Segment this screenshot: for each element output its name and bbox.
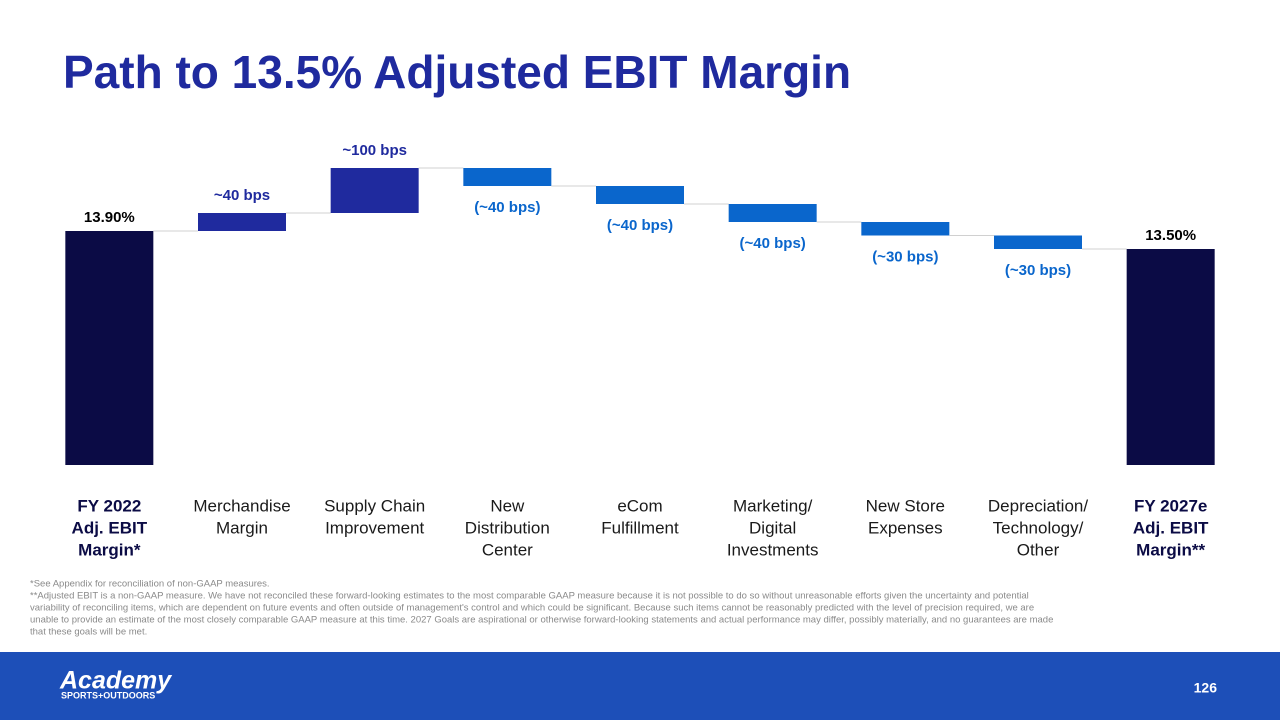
value-label: (~30 bps) (872, 248, 938, 265)
bar (463, 168, 552, 186)
bar (596, 186, 684, 204)
x-tick-label: Depreciation/ (988, 496, 1088, 515)
x-tick-label: Supply Chain (324, 496, 425, 515)
bar (1126, 249, 1215, 465)
x-tick-label: eCom (617, 496, 662, 515)
x-tick-label: Adj. EBIT (72, 518, 148, 537)
footnote: unable to provide an estimate of the mos… (30, 615, 1053, 626)
x-tick-label: Margin* (78, 540, 141, 559)
x-tick-label: Fulfillment (601, 518, 679, 537)
x-tick-label: Other (1017, 540, 1060, 559)
value-label: (~40 bps) (474, 199, 540, 216)
bar (994, 235, 1082, 249)
footnote: **Adjusted EBIT is a non-GAAP measure. W… (30, 591, 1029, 602)
value-label: (~40 bps) (740, 235, 806, 252)
x-tick-label: New Store (866, 496, 945, 515)
x-tick-label: Investments (727, 540, 819, 559)
x-tick-label: Improvement (325, 518, 424, 537)
x-tick-label: Technology/ (993, 518, 1084, 537)
x-tick-label: Expenses (868, 518, 943, 537)
x-tick-label: New (490, 496, 525, 515)
footer-band (0, 652, 1280, 720)
page-number: 126 (1194, 680, 1218, 696)
value-label: (~40 bps) (607, 217, 673, 234)
x-tick-label: Margin (216, 518, 268, 537)
x-tick-label: Margin** (1136, 540, 1205, 559)
brand-tagline: SPORTS+OUTDOORS (61, 690, 155, 700)
chart-title: Path to 13.5% Adjusted EBIT Margin (63, 46, 851, 98)
value-label: ~40 bps (214, 187, 270, 204)
bar (861, 222, 950, 236)
x-tick-label: Merchandise (193, 496, 290, 515)
value-label: 13.90% (84, 209, 135, 226)
value-label: 13.50% (1145, 227, 1196, 244)
bar (65, 231, 154, 465)
footnote: variability of reconciling items, which … (30, 603, 1034, 614)
x-tick-label: Adj. EBIT (1133, 518, 1209, 537)
value-label: ~100 bps (342, 142, 407, 159)
brand-logo: Academy (59, 667, 172, 695)
x-tick-label: Marketing/ (733, 496, 813, 515)
footnote: that these goals will be met. (30, 627, 147, 638)
x-tick-label: FY 2022 (77, 496, 141, 515)
bar (198, 213, 286, 231)
x-tick-label: Digital (749, 518, 796, 537)
bar (728, 204, 817, 222)
footnote: *See Appendix for reconciliation of non-… (30, 579, 270, 590)
x-tick-label: Center (482, 540, 533, 559)
bar (330, 168, 419, 213)
value-label: (~30 bps) (1005, 262, 1071, 279)
x-tick-label: FY 2027e (1134, 496, 1207, 515)
x-tick-label: Distribution (465, 518, 550, 537)
